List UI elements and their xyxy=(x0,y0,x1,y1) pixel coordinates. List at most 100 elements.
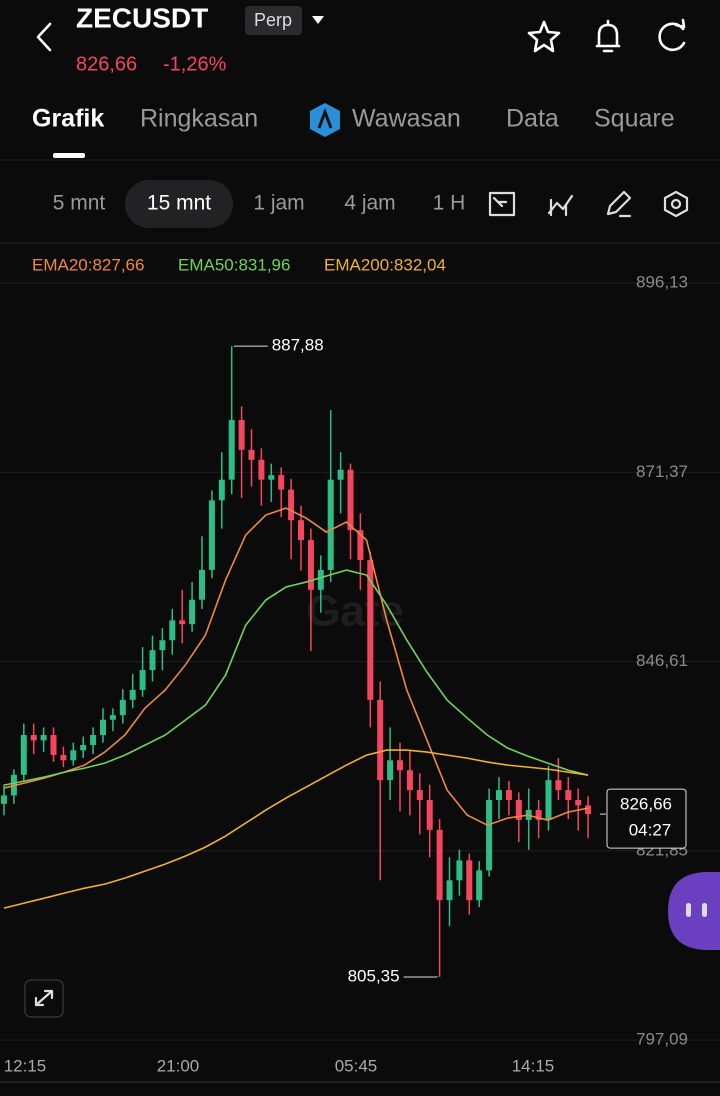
legend-entry: EMA20:827,66 xyxy=(32,255,144,274)
candle-body xyxy=(436,829,443,901)
timeframe-active-bg xyxy=(125,180,233,228)
candle-body xyxy=(496,790,502,801)
candle-body xyxy=(377,699,384,781)
x-tick-label: 21:00 xyxy=(157,1056,200,1075)
change: -1,26% xyxy=(163,53,227,75)
draw-icon[interactable] xyxy=(606,190,632,218)
legend-entry: EMA50:831,96 xyxy=(178,255,290,274)
candle-body xyxy=(238,420,245,450)
candle-body xyxy=(70,750,77,761)
candle-body xyxy=(406,770,413,791)
watermark: Gate xyxy=(306,587,404,636)
y-tick-label: 871,37 xyxy=(636,462,688,481)
candle-body xyxy=(397,760,403,771)
x-tick-label: 14:15 xyxy=(512,1056,555,1075)
candle-body xyxy=(119,699,126,716)
tab[interactable]: Grafik xyxy=(32,105,104,133)
tab[interactable]: Data xyxy=(506,105,559,133)
timeframe[interactable]: 1 jam xyxy=(253,192,304,215)
candle-body xyxy=(90,735,97,745)
candle-body xyxy=(30,735,37,741)
tab[interactable]: Ringkasan xyxy=(140,105,258,133)
candle-body xyxy=(60,754,67,761)
layout-icon[interactable] xyxy=(488,191,516,217)
legend-entry: EMA200:832,04 xyxy=(324,255,446,274)
y-tick-label: 846,61 xyxy=(636,651,688,670)
candle-body xyxy=(169,620,176,641)
ema-line xyxy=(3,507,589,827)
assistant-bubble[interactable] xyxy=(668,872,720,950)
candle-body xyxy=(228,420,235,480)
candle-body xyxy=(505,790,512,801)
tab[interactable]: Square xyxy=(594,105,675,133)
candle-body xyxy=(357,530,364,560)
candle-body xyxy=(298,520,304,541)
candle-body xyxy=(347,469,354,531)
candle-body xyxy=(218,479,225,501)
candle-body xyxy=(327,479,334,570)
bell-icon[interactable] xyxy=(595,19,621,53)
candle-body xyxy=(515,800,522,820)
star-icon[interactable] xyxy=(527,20,561,53)
y-tick-label: 797,09 xyxy=(636,1030,688,1049)
candle-body xyxy=(109,715,116,720)
last-price: 826,66 xyxy=(620,795,672,814)
price-box xyxy=(606,788,687,849)
candle-body xyxy=(288,489,295,521)
candle-body xyxy=(278,475,285,490)
timeframe[interactable]: 5 mnt xyxy=(53,192,106,215)
price: 826,66 xyxy=(76,53,137,75)
indicator-icon[interactable] xyxy=(547,194,574,217)
candle-body xyxy=(426,800,433,830)
candle-body xyxy=(149,650,156,671)
candle-body xyxy=(337,469,344,480)
candle-body xyxy=(466,860,473,901)
expand-icon xyxy=(34,989,54,1007)
candle-body xyxy=(40,735,47,741)
candle-body xyxy=(545,780,552,820)
expand-button[interactable] xyxy=(24,979,64,1018)
candle-body xyxy=(416,790,423,801)
timeframe[interactable]: 15 mnt xyxy=(147,192,211,215)
settings-icon-dot xyxy=(670,198,682,210)
annotation-label: 887,88 xyxy=(272,336,324,355)
candle-body xyxy=(179,620,186,625)
candle-body xyxy=(258,459,265,480)
back-button[interactable] xyxy=(36,22,52,52)
candle-body xyxy=(268,475,275,480)
candle-body xyxy=(387,760,394,781)
x-tick-label: 12:15 xyxy=(4,1056,47,1075)
candle-body xyxy=(50,735,57,755)
candle-body xyxy=(317,569,324,590)
candle-body xyxy=(555,780,562,791)
tab-indicator xyxy=(53,153,85,158)
dropdown[interactable] xyxy=(312,16,324,24)
annotation-label: 805,35 xyxy=(348,966,400,985)
wawasan-icon-mark xyxy=(317,107,333,129)
candle-body xyxy=(208,500,215,570)
candle-body xyxy=(486,800,493,871)
badge-bg xyxy=(245,6,302,35)
candle-body xyxy=(139,670,146,690)
timeframe[interactable]: 4 jam xyxy=(344,192,395,215)
candle-body xyxy=(199,569,205,600)
candle-body xyxy=(80,744,87,751)
candle-body xyxy=(575,800,582,806)
candle-body xyxy=(20,735,27,775)
ema-line xyxy=(3,749,589,909)
countdown: 04:27 xyxy=(629,821,672,840)
timeframe[interactable]: 1 H xyxy=(433,192,466,215)
candle-body xyxy=(307,540,314,590)
wawasan-icon xyxy=(310,103,340,137)
candle-body xyxy=(159,640,166,651)
candle-body xyxy=(367,559,374,700)
y-tick-label: 896,13 xyxy=(636,272,688,291)
refresh-icon[interactable] xyxy=(658,18,686,52)
tab[interactable]: Wawasan xyxy=(352,105,461,133)
candle-body xyxy=(535,809,542,820)
ema-line xyxy=(3,569,589,786)
candle-body xyxy=(585,805,592,815)
candle-body xyxy=(565,790,572,801)
settings-icon[interactable] xyxy=(663,190,689,218)
